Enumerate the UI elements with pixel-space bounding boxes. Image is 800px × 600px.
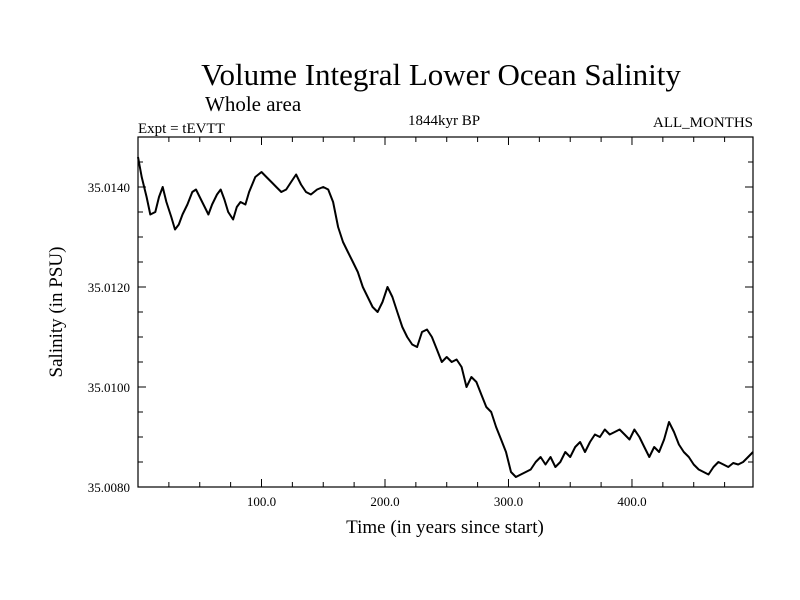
- plot-frame: [137, 136, 754, 488]
- months-label: ALL_MONTHS: [653, 115, 753, 131]
- x-axis-label: Time (in years since start): [346, 517, 544, 538]
- y-tick-label: 35.0100: [88, 380, 130, 395]
- y-tick-label: 35.0140: [88, 180, 130, 195]
- plot-area: 100.0 200.0 300.0 400.0 35.0080 35.0100 35.012…: [88, 137, 754, 509]
- y-tick-label: 35.0120: [88, 280, 130, 295]
- y-tick-label: 35.0080: [88, 480, 130, 495]
- x-tick-label: 400.0: [617, 494, 646, 509]
- salinity-series-line: [137, 156, 754, 478]
- y-axis-label: Salinity (in PSU): [46, 247, 67, 378]
- x-tick-label: 100.0: [247, 494, 276, 509]
- period-label: 1844kyr BP: [408, 113, 480, 129]
- x-tick-label: 200.0: [370, 494, 399, 509]
- expt-label: Expt = tEVTT: [138, 121, 225, 137]
- chart-subtitle: Whole area: [205, 92, 302, 116]
- x-tick-label: 300.0: [494, 494, 523, 509]
- chart-title: Volume Integral Lower Ocean Salinity: [201, 57, 681, 92]
